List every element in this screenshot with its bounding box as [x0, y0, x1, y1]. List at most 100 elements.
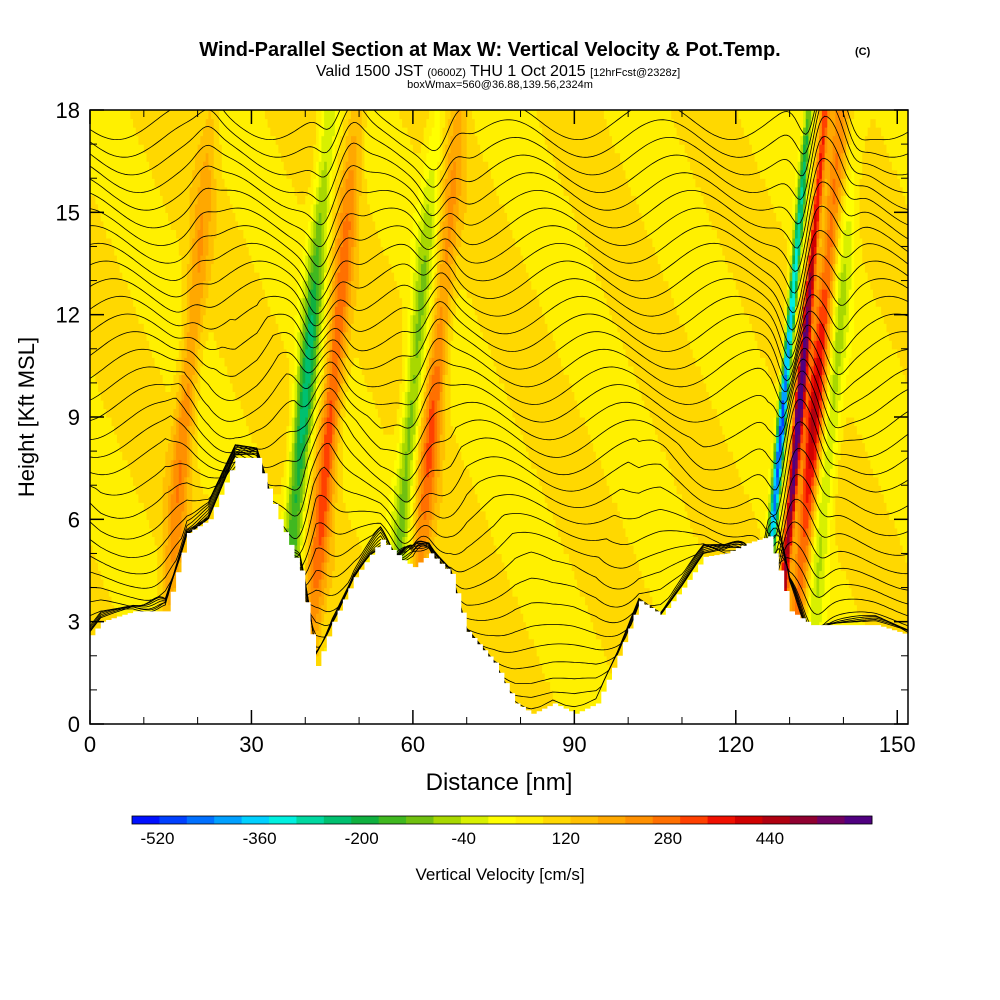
velocity-cell — [186, 425, 191, 435]
velocity-cell — [119, 178, 123, 188]
velocity-cell — [103, 306, 107, 316]
velocity-cell — [243, 203, 247, 213]
velocity-cell — [108, 203, 113, 213]
velocity-cell — [227, 127, 231, 137]
velocity-cell — [154, 340, 158, 350]
velocity-cell — [248, 408, 253, 418]
velocity-cell — [254, 152, 258, 162]
velocity-cell — [122, 596, 126, 606]
velocity-cell — [219, 254, 223, 265]
velocity-cell — [197, 289, 201, 299]
velocity-cell — [211, 220, 215, 230]
velocity-cell — [173, 544, 177, 555]
velocity-cell — [100, 340, 105, 350]
velocity-cell — [197, 161, 201, 171]
velocity-cell — [159, 186, 164, 196]
velocity-cell — [90, 348, 94, 358]
velocity-cell — [272, 203, 277, 213]
velocity-cell — [235, 451, 239, 461]
velocity-cell — [221, 425, 226, 435]
velocity-cell — [119, 553, 123, 563]
velocity-cell — [133, 169, 137, 179]
velocity-cell — [106, 144, 110, 154]
velocity-cell — [127, 289, 131, 299]
velocity-cell — [186, 272, 191, 282]
velocity-cell — [143, 468, 148, 478]
velocity-cell — [119, 527, 123, 537]
velocity-cell — [184, 408, 188, 418]
velocity-cell — [173, 502, 177, 512]
velocity-cell — [98, 476, 102, 486]
velocity-cell — [264, 374, 269, 384]
velocity-cell — [216, 434, 220, 444]
velocity-cell — [157, 391, 161, 401]
velocity-cell — [259, 451, 263, 461]
velocity-cell — [116, 425, 121, 435]
velocity-cell — [256, 272, 261, 282]
chart-subtitle: Valid 1500 JST (0600Z) THU 1 Oct 2015 [1… — [316, 63, 680, 80]
velocity-cell — [165, 289, 169, 299]
velocity-cell — [200, 434, 204, 444]
velocity-cell — [184, 425, 188, 435]
velocity-cell — [168, 297, 172, 307]
velocity-cell — [154, 391, 158, 401]
velocity-cell — [219, 297, 223, 307]
velocity-cell — [213, 374, 218, 384]
velocity-cell — [100, 553, 105, 563]
velocity-cell — [103, 314, 107, 324]
velocity-cell — [111, 382, 115, 393]
velocity-cell — [141, 519, 145, 529]
velocity-cell — [159, 459, 164, 469]
velocity-cell — [108, 169, 113, 179]
velocity-cell — [189, 357, 193, 367]
velocity-cell — [90, 365, 94, 375]
velocity-cell — [165, 280, 169, 290]
velocity-cell — [111, 561, 115, 572]
velocity-cell — [248, 203, 253, 213]
velocity-cell — [165, 203, 169, 213]
velocity-cell — [135, 587, 140, 597]
velocity-cell — [270, 297, 274, 307]
velocity-cell — [227, 272, 231, 282]
velocity-cell — [111, 110, 115, 120]
velocity-cell — [92, 561, 96, 572]
velocity-cell — [272, 254, 277, 265]
velocity-cell — [92, 399, 96, 410]
velocity-cell — [270, 399, 274, 410]
velocity-cell — [224, 263, 228, 273]
velocity-cell — [211, 365, 215, 375]
velocity-cell — [92, 314, 96, 324]
velocity-cell — [181, 229, 185, 239]
velocity-cell — [229, 144, 234, 154]
velocity-cell — [111, 357, 115, 367]
velocity-cell — [264, 110, 269, 120]
velocity-cell — [124, 476, 129, 486]
velocity-cell — [98, 408, 102, 418]
velocity-cell — [114, 536, 118, 546]
velocity-cell — [138, 323, 142, 333]
velocity-cell — [251, 340, 255, 350]
velocity-cell — [270, 374, 274, 384]
velocity-cell — [141, 306, 145, 316]
velocity-cell — [248, 254, 253, 265]
velocity-cell — [200, 468, 204, 478]
velocity-cell — [173, 212, 177, 222]
velocity-cell — [194, 510, 199, 520]
velocity-cell — [168, 417, 172, 427]
velocity-cell — [151, 596, 156, 606]
velocity-cell — [259, 178, 263, 188]
velocity-cell — [216, 331, 220, 341]
velocity-cell — [224, 110, 228, 120]
velocity-cell — [262, 417, 266, 427]
velocity-cell — [95, 118, 99, 128]
velocity-cell — [178, 203, 183, 213]
velocity-cell — [130, 272, 134, 282]
velocity-cell — [149, 357, 153, 367]
velocity-cell — [232, 348, 236, 358]
velocity-cell — [157, 561, 161, 572]
velocity-cell — [108, 220, 113, 230]
velocity-cell — [184, 178, 188, 188]
velocity-cell — [133, 468, 137, 478]
velocity-cell — [216, 408, 220, 418]
velocity-cell — [213, 417, 218, 427]
